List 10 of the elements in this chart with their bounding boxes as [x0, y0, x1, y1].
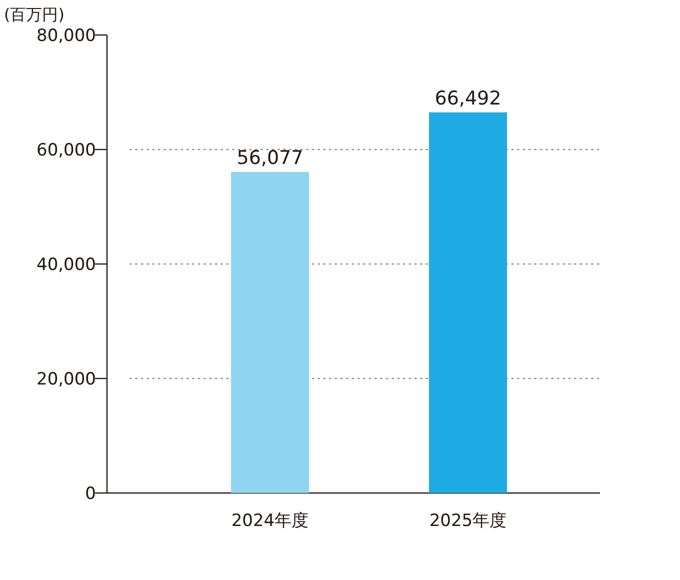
data-label: 66,492 [434, 87, 502, 110]
y-tick-label: 80,000 [36, 26, 96, 46]
y-tick-label: 0 [85, 484, 96, 504]
x-tick-label: 2024年度 [231, 511, 309, 531]
y-tick-label: 40,000 [36, 255, 96, 275]
data-label: 56,077 [236, 146, 304, 169]
y-tick-label: 60,000 [36, 140, 96, 160]
y-axis-title: (百万円) [4, 5, 64, 24]
x-tick-label: 2025年度 [429, 511, 507, 531]
y-tick-label: 20,000 [36, 370, 96, 390]
